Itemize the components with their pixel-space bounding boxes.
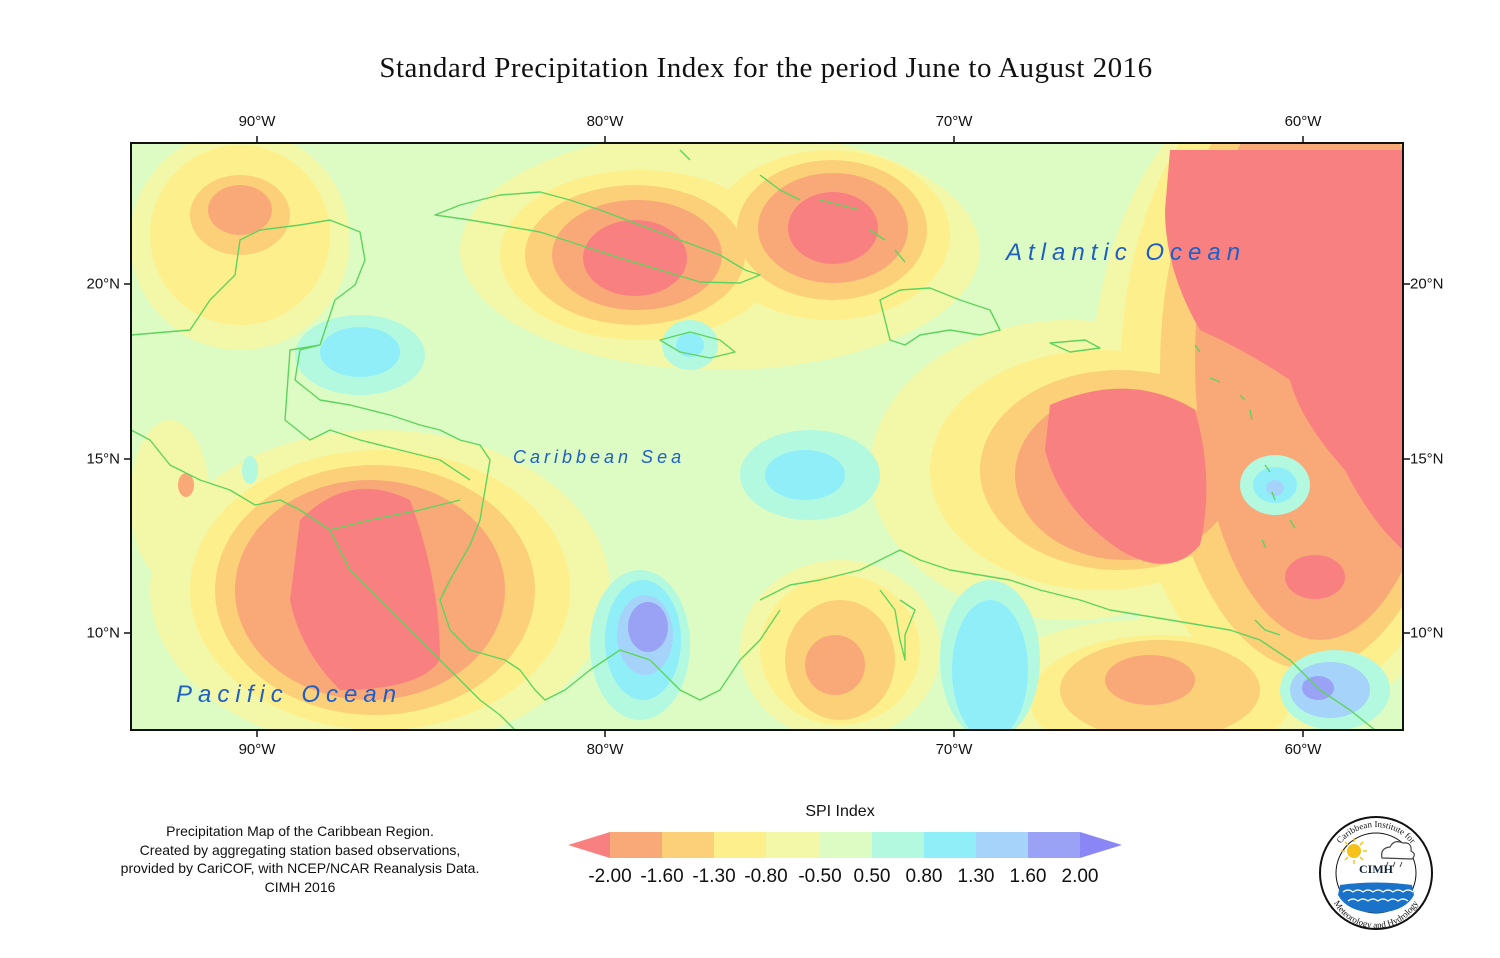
legend-tick: 0.50 <box>853 866 891 887</box>
cloud-icon <box>1381 841 1415 868</box>
lat-tick-right: 10°N <box>1410 624 1444 642</box>
lon-tick-bottom: 60°W <box>1284 741 1322 758</box>
legend-tick: -1.30 <box>692 866 736 887</box>
map-title: Standard Precipitation Index for the per… <box>379 52 1153 84</box>
sun-icon <box>1341 838 1367 864</box>
legend-swatch-6 <box>872 832 924 858</box>
lon-tick-top: 60°W <box>1284 113 1322 130</box>
legend-tick: 2.00 <box>1061 866 1099 887</box>
lat-tick-right: 15°N <box>1410 450 1444 468</box>
south-america-coast <box>759 549 1376 730</box>
coastlines <box>131 149 1376 730</box>
legend-tick: -0.50 <box>798 866 842 887</box>
lat-tick-left: 15°N <box>86 450 120 468</box>
hispaniola-coast <box>879 287 1001 346</box>
lon-tick-top: 90°W <box>238 113 276 130</box>
legend-swatch-4 <box>766 832 820 858</box>
legend-swatch-7 <box>924 832 976 858</box>
legend-swatch-9 <box>1028 832 1080 858</box>
legend-tick: 1.60 <box>1009 866 1047 887</box>
credit-line: Created by aggregating station based obs… <box>139 841 461 858</box>
legend-tick: -1.60 <box>640 866 684 887</box>
gulf-of-venezuela <box>879 589 916 661</box>
legend-swatch-0 <box>568 832 610 858</box>
legend-tick: -2.00 <box>588 866 632 887</box>
legend-swatch-8 <box>976 832 1028 858</box>
cimh-logo: Caribbean Institute for Meteorology and … <box>1319 816 1433 930</box>
lon-tick-top: 70°W <box>935 113 973 130</box>
legend-swatch-5 <box>820 832 872 858</box>
lon-tick-bottom: 90°W <box>238 741 276 758</box>
logo-text: CIMH <box>1359 862 1393 876</box>
legend-title: SPI Index <box>805 803 875 820</box>
credit-line: Precipitation Map of the Caribbean Regio… <box>166 823 434 839</box>
cuba-coast <box>434 191 761 284</box>
pacific-coast <box>131 429 516 730</box>
lat-tick-left: 10°N <box>86 624 120 642</box>
legend-swatch-10 <box>1080 832 1122 858</box>
legend-swatch-3 <box>714 832 766 858</box>
extremely-dry <box>290 150 1403 690</box>
borders <box>284 344 471 531</box>
waves-icon <box>1338 882 1414 913</box>
lon-tick-bottom: 70°W <box>935 741 973 758</box>
legend-tick: 0.80 <box>905 866 943 887</box>
frame-ticks <box>124 136 1410 737</box>
lat-tick-right: 20°N <box>1410 275 1444 293</box>
caribbean-sea-label: Caribbean Sea <box>513 447 686 467</box>
credit-line: provided by CariCOF, with NCEP/NCAR Rean… <box>120 860 480 876</box>
bahamas-coast <box>679 149 906 263</box>
lon-tick-bottom: 80°W <box>586 741 624 758</box>
legend-tick: -0.80 <box>744 866 788 887</box>
lat-tick-left: 20°N <box>86 275 120 293</box>
legend-swatch-2 <box>662 832 714 858</box>
map-credit: Precipitation Map of the Caribbean Regio… <box>90 822 510 896</box>
jamaica-coast <box>659 331 736 359</box>
atlantic-ocean-label: Atlantic Ocean <box>1006 239 1247 266</box>
pacific-ocean-label: Pacific Ocean <box>176 681 403 708</box>
lesser-antilles <box>1194 344 1296 636</box>
map-frame <box>130 142 1404 731</box>
legend-tick: 1.30 <box>957 866 995 887</box>
credit-line: CIMH 2016 <box>264 878 336 895</box>
legend-bar <box>568 832 1122 858</box>
legend-swatch-1 <box>610 832 662 858</box>
lon-tick-top: 80°W <box>586 113 624 130</box>
puerto-rico-coast <box>1049 339 1101 353</box>
central-america-coast <box>131 219 781 701</box>
wet-regions <box>242 315 1390 730</box>
